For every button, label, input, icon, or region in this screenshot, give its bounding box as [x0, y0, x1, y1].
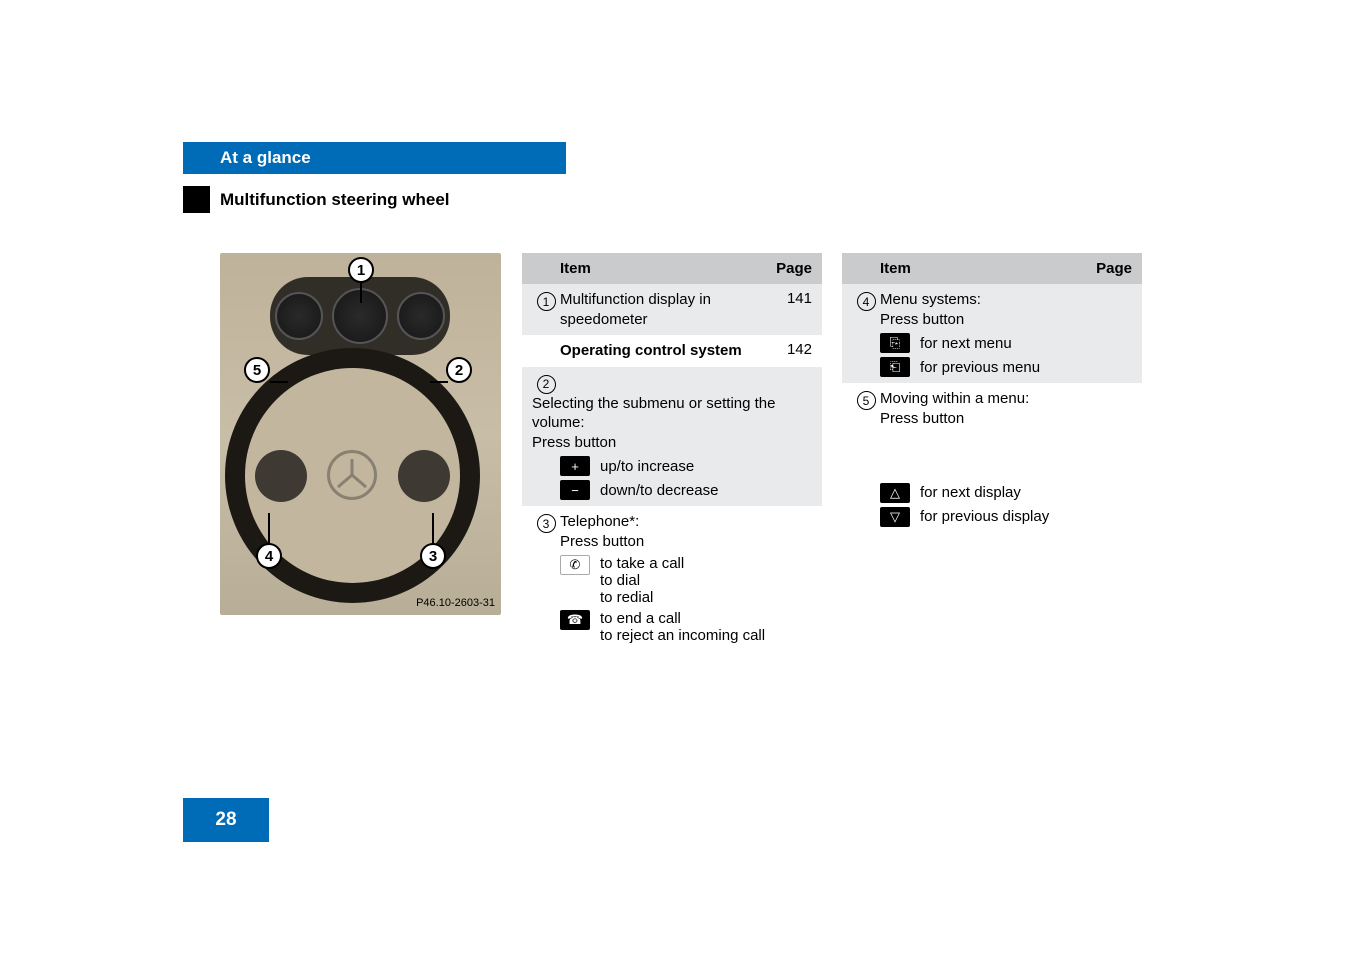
steering-button-pad-right	[398, 450, 450, 502]
item-table-right: Item Page 4 Menu systems: Press button ⎘…	[842, 253, 1142, 583]
circled-num-icon: 3	[537, 514, 556, 533]
icon-label: for previous display	[920, 508, 1049, 525]
icon-list: + up/to increase − down/to decrease	[532, 452, 812, 500]
row-num: 3	[532, 512, 560, 533]
callout-line-2	[430, 381, 448, 383]
icon-label: to end a call to reject an incoming call	[600, 610, 765, 644]
callout-line-5	[270, 381, 288, 383]
row-text: Menu systems: Press button	[880, 290, 1092, 329]
icon-row: ▽ for previous display	[880, 507, 1049, 527]
up-display-icon: △	[880, 483, 910, 503]
table-row: 2 Selecting the submenu or setting the v…	[522, 367, 822, 507]
icon-label: for previous menu	[920, 359, 1040, 376]
icon-list: △ for next display ▽ for previous displa…	[852, 479, 1132, 527]
section-header-label: At a glance	[220, 148, 311, 168]
mercedes-emblem-icon	[327, 450, 377, 500]
subsection-label: Multifunction steering wheel	[220, 190, 450, 210]
row-text: Operating control system	[560, 341, 772, 361]
down-display-icon: ▽	[880, 507, 910, 527]
item-table-left: Item Page 1 Multifunction display in spe…	[522, 253, 822, 650]
icon-label: for next menu	[920, 335, 1012, 352]
row-num: 5	[852, 389, 880, 410]
star-icon	[332, 455, 372, 495]
icon-row: ✆ to take a call to dial to redial	[560, 555, 684, 606]
icon-row: ⎗ for previous menu	[880, 357, 1040, 377]
phone-hangup-icon: ☎	[560, 610, 590, 630]
row-page: 142	[772, 341, 812, 358]
icon-row: + up/to increase	[560, 456, 694, 476]
page-number: 28	[183, 798, 269, 842]
steering-wheel-figure: 1 2 3 4 5 P46.10-2603-31	[220, 253, 501, 615]
row-num: 2	[532, 373, 560, 394]
prev-menu-icon: ⎗	[880, 357, 910, 377]
icon-row: ⎘ for next menu	[880, 333, 1012, 353]
row-text: Telephone*: Press button	[560, 512, 772, 551]
plus-icon: +	[560, 456, 590, 476]
icon-row: ☎ to end a call to reject an incoming ca…	[560, 610, 765, 644]
callout-2: 2	[446, 357, 472, 383]
callout-4: 4	[256, 543, 282, 569]
table-row: 4 Menu systems: Press button ⎘ for next …	[842, 284, 1142, 383]
page: At a glance Multifunction steering wheel	[0, 0, 1351, 954]
row-num: 1	[532, 290, 560, 311]
table-row: Operating control system 142	[522, 335, 822, 367]
next-menu-icon: ⎘	[880, 333, 910, 353]
row-text: Selecting the submenu or setting the vol…	[532, 394, 812, 453]
table-row: 3 Telephone*: Press button ✆ to take a c…	[522, 506, 822, 650]
icon-label: down/to decrease	[600, 482, 718, 499]
col-page-label: Page	[1096, 260, 1132, 277]
steering-button-pad-left	[255, 450, 307, 502]
phone-pickup-icon: ✆	[560, 555, 590, 575]
icon-list: ⎘ for next menu ⎗ for previous menu	[852, 329, 1132, 377]
callout-line-3	[432, 513, 434, 545]
callout-1: 1	[348, 257, 374, 283]
circled-num-icon: 1	[537, 292, 556, 311]
minus-icon: −	[560, 480, 590, 500]
table-header: Item Page	[522, 253, 822, 284]
circled-num-icon: 4	[857, 292, 876, 311]
col-page-label: Page	[776, 260, 812, 277]
row-num	[532, 341, 560, 343]
row-text: Moving within a menu: Press button	[880, 389, 1092, 428]
icon-row: △ for next display	[880, 483, 1021, 503]
row-text: Multifunction display in speedometer	[560, 290, 772, 329]
callout-5: 5	[244, 357, 270, 383]
gauge-right	[397, 292, 445, 340]
table-header: Item Page	[842, 253, 1142, 284]
row-num: 4	[852, 290, 880, 311]
icon-label: up/to increase	[600, 458, 694, 475]
section-tab	[183, 186, 210, 213]
icon-label: for next display	[920, 484, 1021, 501]
circled-num-icon: 2	[537, 375, 556, 394]
table-row: 1 Multifunction display in speedometer 1…	[522, 284, 822, 335]
col-item-label: Item	[880, 260, 911, 277]
figure-part-number: P46.10-2603-31	[416, 597, 495, 609]
icon-label: to take a call to dial to redial	[600, 555, 684, 606]
table-row: 5 Moving within a menu: Press button △ f…	[842, 383, 1142, 583]
row-page: 141	[772, 290, 812, 307]
callout-3: 3	[420, 543, 446, 569]
callout-line-4	[268, 513, 270, 545]
icon-list: ✆ to take a call to dial to redial ☎ to …	[532, 551, 812, 644]
icon-row: − down/to decrease	[560, 480, 718, 500]
gauge-left	[275, 292, 323, 340]
callout-line-1	[360, 283, 362, 303]
circled-num-icon: 5	[857, 391, 876, 410]
col-item-label: Item	[560, 260, 591, 277]
